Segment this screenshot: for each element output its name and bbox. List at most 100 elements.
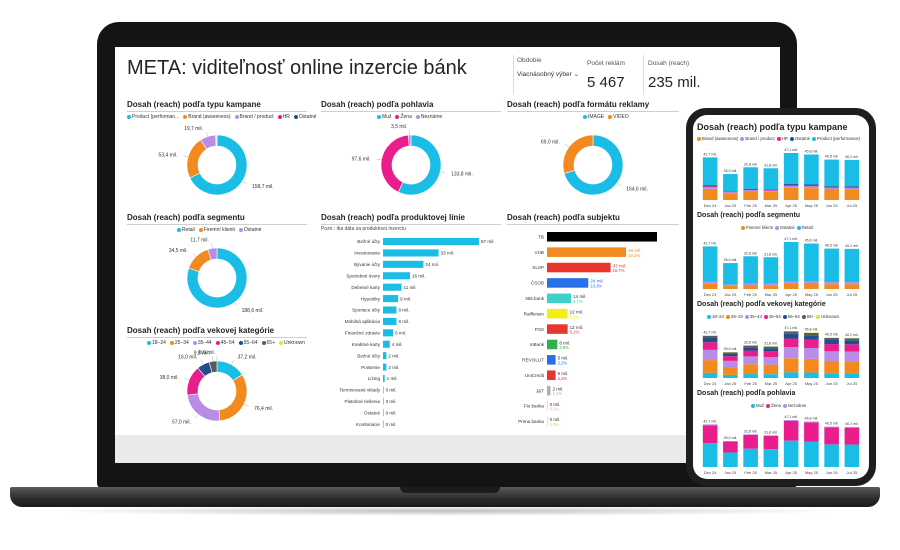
stack-segment[interactable] [783,283,799,289]
stack-segment[interactable] [824,159,839,187]
bar[interactable] [383,340,390,348]
stack-segment[interactable] [702,337,718,343]
stack-segment[interactable] [783,187,799,200]
donut-slice[interactable] [186,139,208,179]
legend-item[interactable]: HR [277,114,290,120]
stack-segment[interactable] [783,420,799,441]
stack-segment[interactable] [743,434,758,435]
legend-item[interactable]: Ostatné [238,227,261,233]
donut-slice[interactable] [186,247,248,309]
legend-item[interactable]: Ostatné [789,136,810,141]
stack-segment[interactable] [844,426,860,428]
stack-segment[interactable] [723,263,738,285]
donut-slice[interactable] [218,374,248,422]
legend-item[interactable]: Product (performan... [127,114,179,120]
stack-segment[interactable] [783,420,799,421]
stack-segment[interactable] [824,284,839,289]
stack-segment[interactable] [824,444,839,467]
stack-segment[interactable] [743,350,758,357]
stack-segment[interactable] [844,284,860,289]
stack-segment[interactable] [783,184,799,186]
donut-slice[interactable] [188,249,212,273]
donut-slice[interactable] [208,360,218,374]
legend-item[interactable]: Unknown [279,340,305,346]
bar[interactable] [383,329,394,337]
stack-segment[interactable] [804,372,819,378]
stack-segment[interactable] [763,283,779,286]
stack-segment[interactable] [723,191,738,193]
stack-segment[interactable] [723,367,738,375]
legend-item[interactable]: VIDEO [608,114,629,120]
filter-dropdown[interactable]: Viacnásobný výber ⌄ [517,70,579,78]
stack-segment[interactable] [844,361,860,374]
stack-segment[interactable] [743,191,758,200]
stack-segment[interactable] [824,189,839,200]
stack-segment[interactable] [702,186,718,188]
legend-item[interactable]: 55–64 [238,340,258,346]
bar[interactable] [383,295,399,303]
legend-item[interactable]: Ostatné [774,225,795,230]
stack-segment[interactable] [844,187,860,190]
legend-item[interactable]: IMAGE [583,114,604,120]
stack-segment[interactable] [804,332,819,336]
stack-segment[interactable] [804,281,819,284]
stack-segment[interactable] [743,356,758,365]
donut-slice[interactable] [186,393,221,422]
stack-segment[interactable] [702,187,718,189]
bar[interactable] [547,385,551,396]
stack-segment[interactable] [763,449,779,467]
bar[interactable] [383,409,384,417]
donut-slice[interactable] [407,134,412,147]
stack-segment[interactable] [804,185,819,187]
stack-segment[interactable] [844,373,860,378]
stack-segment[interactable] [743,448,758,467]
stack-segment[interactable] [783,331,799,334]
stack-segment[interactable] [844,187,860,188]
bar[interactable] [547,293,572,304]
legend-item[interactable]: Brand (awareness) [183,114,231,120]
donut-slice[interactable] [189,134,248,196]
bar[interactable] [547,232,657,242]
bar[interactable] [547,370,556,380]
bar[interactable] [383,386,384,394]
legend-item[interactable]: 45–54 [215,340,235,346]
legend-item[interactable]: Muž [377,114,391,120]
legend-item[interactable]: Muž [751,403,764,408]
stack-segment[interactable] [702,425,718,444]
legend-item[interactable]: 45–54 [763,314,781,319]
stack-segment[interactable] [804,283,819,289]
stack-segment[interactable] [743,345,758,348]
stack-segment[interactable] [702,424,718,426]
stack-segment[interactable] [804,441,819,467]
stack-segment[interactable] [763,189,779,191]
stack-segment[interactable] [702,372,718,378]
stack-segment[interactable] [844,351,860,362]
bar[interactable] [383,397,384,405]
legend-item[interactable]: Unknown [816,314,839,319]
legend-item[interactable]: Retail [177,227,195,233]
stack-segment[interactable] [743,434,758,449]
stack-segment[interactable] [702,188,718,200]
stack-segment[interactable] [743,285,758,289]
stack-segment[interactable] [723,356,738,361]
legend-item[interactable]: 18–24 [707,314,724,319]
stack-segment[interactable] [763,374,779,378]
donut-slice[interactable] [207,247,218,261]
stack-segment[interactable] [702,281,718,284]
stack-segment[interactable] [824,361,839,374]
stack-segment[interactable] [844,282,860,285]
bar[interactable] [547,324,568,334]
stack-segment[interactable] [783,338,799,347]
bar[interactable] [383,352,387,360]
bar[interactable] [547,339,558,350]
stack-segment[interactable] [824,344,839,352]
stack-segment[interactable] [804,422,819,442]
legend-item[interactable]: 55–64 [782,314,800,319]
stack-segment[interactable] [824,187,839,188]
stack-segment[interactable] [844,340,860,345]
bar[interactable] [547,401,548,411]
stack-segment[interactable] [723,191,738,192]
stack-segment[interactable] [702,342,718,350]
stack-segment[interactable] [702,185,718,187]
stack-segment[interactable] [743,347,758,351]
